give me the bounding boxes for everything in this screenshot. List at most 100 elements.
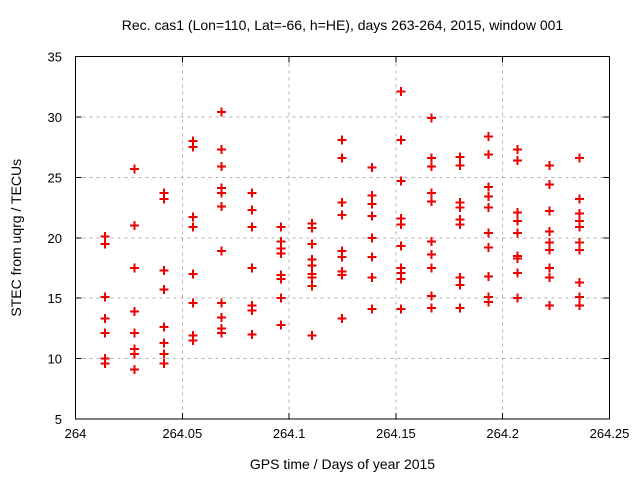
data-point-marker — [247, 205, 257, 215]
data-point-marker — [575, 292, 585, 302]
data-point-marker — [307, 261, 317, 271]
data-point-marker — [367, 190, 377, 200]
data-point-marker — [426, 188, 436, 198]
data-point-marker — [455, 152, 465, 162]
y-axis-label: STEC from uqrg / TECUs — [8, 159, 24, 317]
data-point-marker — [513, 145, 523, 155]
data-point-marker — [396, 304, 406, 314]
data-point-marker — [426, 263, 436, 273]
data-point-marker — [130, 263, 140, 273]
data-point-marker — [276, 274, 286, 284]
data-point-marker — [337, 270, 347, 280]
data-point-marker — [247, 222, 257, 232]
data-point-marker — [544, 263, 554, 273]
data-point-marker — [367, 273, 377, 283]
y-tick-label: 20 — [48, 231, 62, 246]
chart-title: Rec. cas1 (Lon=110, Lat=-66, h=HE), days… — [122, 17, 564, 33]
data-point-marker — [396, 219, 406, 229]
data-point-marker — [217, 161, 227, 171]
data-point-marker — [276, 222, 286, 232]
data-point-marker — [544, 206, 554, 216]
data-point-marker — [513, 228, 523, 238]
data-point-marker — [159, 358, 169, 368]
data-point-marker — [396, 274, 406, 284]
x-tick-label: 264.25 — [590, 426, 630, 441]
data-point-marker — [276, 293, 286, 303]
data-point-marker — [544, 160, 554, 170]
x-tick-label: 264.2 — [486, 426, 519, 441]
data-point-marker — [130, 328, 140, 338]
data-point-marker — [188, 212, 198, 222]
data-point-marker — [575, 300, 585, 310]
scatter-points — [100, 87, 585, 374]
data-point-marker — [337, 198, 347, 208]
data-point-marker — [247, 329, 257, 339]
x-tick-label: 264.05 — [162, 426, 202, 441]
data-point-marker — [307, 273, 317, 283]
data-point-marker — [396, 241, 406, 251]
data-point-marker — [544, 227, 554, 237]
data-point-marker — [484, 149, 494, 159]
data-point-marker — [367, 163, 377, 173]
data-point-marker — [217, 145, 227, 155]
data-point-marker — [337, 153, 347, 163]
data-point-marker — [484, 131, 494, 141]
data-point-marker — [575, 194, 585, 204]
data-point-marker — [100, 292, 110, 302]
data-point-marker — [513, 155, 523, 165]
data-point-marker — [367, 304, 377, 314]
data-point-marker — [455, 160, 465, 170]
data-point-marker — [217, 328, 227, 338]
data-point-marker — [575, 153, 585, 163]
data-point-marker — [100, 239, 110, 249]
data-point-marker — [575, 245, 585, 255]
data-point-marker — [276, 248, 286, 258]
data-point-marker — [426, 113, 436, 123]
data-point-marker — [484, 297, 494, 307]
data-point-marker — [544, 245, 554, 255]
y-tick-label: 10 — [48, 352, 62, 367]
data-point-marker — [367, 199, 377, 209]
y-tick-label: 15 — [48, 291, 62, 306]
data-point-marker — [159, 194, 169, 204]
data-point-marker — [217, 313, 227, 322]
data-point-marker — [217, 188, 227, 198]
data-point-marker — [130, 306, 140, 316]
y-tick-label: 30 — [48, 110, 62, 125]
data-point-marker — [513, 293, 523, 303]
data-point-marker — [247, 188, 257, 198]
y-tick-label: 5 — [55, 412, 62, 427]
data-point-marker — [188, 142, 198, 152]
data-point-marker — [337, 210, 347, 220]
data-point-marker — [188, 298, 198, 308]
data-point-marker — [575, 277, 585, 287]
data-point-marker — [575, 222, 585, 232]
data-point-marker — [455, 219, 465, 229]
data-point-marker — [484, 242, 494, 252]
data-point-marker — [188, 335, 198, 345]
tick-labels: 264 264.05 264.1 264.15 264.2 264.25 5 10 15 20 25… — [48, 50, 630, 442]
data-point-marker — [367, 233, 377, 243]
x-tick-label: 264 — [65, 426, 87, 441]
data-point-marker — [159, 338, 169, 348]
data-point-marker — [367, 252, 377, 262]
data-point-marker — [276, 320, 286, 330]
data-point-marker — [217, 246, 227, 256]
data-point-marker — [396, 87, 406, 97]
tick-marks — [75, 56, 610, 420]
data-point-marker — [484, 271, 494, 281]
data-point-marker — [217, 298, 227, 308]
data-point-marker — [544, 180, 554, 190]
data-point-marker — [217, 201, 227, 211]
y-tick-label: 35 — [48, 50, 62, 65]
data-point-marker — [455, 203, 465, 213]
data-point-marker — [484, 192, 494, 202]
grid-lines — [75, 56, 610, 419]
data-point-marker — [455, 280, 465, 290]
data-point-marker — [337, 135, 347, 145]
data-point-marker — [337, 252, 347, 262]
data-point-marker — [247, 263, 257, 273]
data-point-marker — [188, 222, 198, 232]
